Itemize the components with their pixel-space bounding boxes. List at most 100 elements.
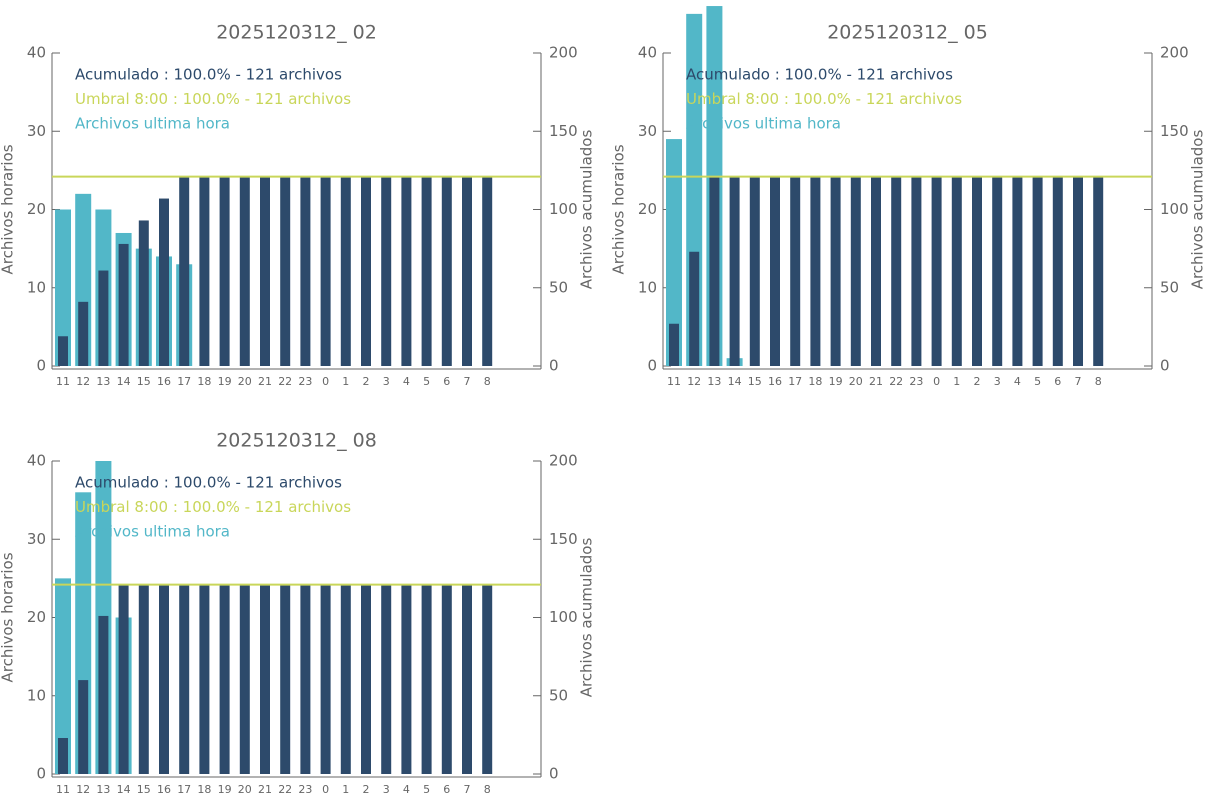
x-tick-label: 16 [157, 783, 171, 796]
y-tick-label: 30 [27, 530, 46, 548]
bar [441, 584, 452, 774]
y2-axis-label: Archivos acumulados [1189, 130, 1206, 290]
x-tick-label: 22 [889, 375, 903, 388]
x-tick-label: 4 [1014, 375, 1021, 388]
y-axis-label: Archivos horarios [610, 144, 628, 274]
y-tick-label: 30 [638, 122, 657, 140]
bar [239, 176, 250, 366]
x-tick-label: 21 [258, 375, 272, 388]
legend-entry: Acumulado : 100.0% - 121 archivos [686, 66, 953, 84]
bar [179, 584, 190, 774]
y2-tick-label: 200 [549, 44, 578, 62]
bar [219, 584, 230, 774]
x-tick-label: 15 [748, 375, 762, 388]
bar [78, 301, 89, 366]
x-tick-label: 18 [197, 375, 211, 388]
y2-tick-label: 50 [1160, 278, 1179, 296]
x-tick-label: 17 [788, 375, 802, 388]
bar [441, 176, 452, 366]
x-tick-label: 20 [238, 783, 252, 796]
x-tick-label: 20 [849, 375, 863, 388]
x-tick-label: 11 [56, 783, 70, 796]
bar [300, 584, 311, 774]
bar [199, 584, 210, 774]
y-tick-label: 0 [36, 765, 46, 783]
bar [78, 680, 89, 774]
bar [850, 176, 861, 366]
bar [462, 584, 472, 774]
legend-entry: Umbral 8:00 : 100.0% - 121 archivos [75, 498, 351, 516]
legend-entry: Archivos ultima hora [75, 523, 230, 541]
bar [179, 176, 190, 366]
x-tick-label: 3 [383, 375, 390, 388]
x-tick-label: 19 [218, 375, 232, 388]
y2-tick-label: 100 [549, 200, 578, 218]
legend-entry: Umbral 8:00 : 100.0% - 121 archivos [686, 90, 962, 108]
bar [1032, 176, 1043, 366]
bar [260, 176, 270, 366]
x-tick-label: 4 [403, 783, 410, 796]
bar [972, 176, 982, 366]
x-tick-label: 11 [56, 375, 70, 388]
bar [709, 176, 720, 366]
x-tick-label: 7 [464, 783, 471, 796]
y-tick-label: 10 [27, 686, 46, 704]
bar [810, 176, 821, 366]
bar [118, 584, 129, 774]
x-tick-label: 7 [1075, 375, 1082, 388]
x-tick-label: 3 [383, 783, 390, 796]
bar [300, 176, 311, 366]
x-tick-label: 8 [484, 783, 491, 796]
x-tick-label: 22 [278, 375, 292, 388]
bar [58, 738, 68, 774]
y-tick-label: 0 [36, 357, 46, 375]
bar [482, 176, 493, 366]
y-tick-label: 20 [638, 200, 657, 218]
y2-tick-label: 100 [549, 608, 578, 626]
bar [1012, 176, 1023, 366]
bar [98, 270, 109, 366]
bar [401, 176, 412, 366]
y-tick-label: 40 [27, 44, 46, 62]
x-tick-label: 6 [443, 783, 450, 796]
bar [138, 220, 149, 366]
y2-axis-label: Archivos acumulados [578, 130, 596, 290]
y-tick-label: 0 [647, 357, 657, 375]
y-tick-label: 20 [27, 608, 46, 626]
bar [280, 176, 291, 366]
y2-tick-label: 150 [1160, 122, 1189, 140]
x-tick-label: 22 [278, 783, 292, 796]
x-tick-label: 2 [363, 375, 370, 388]
bar [340, 176, 351, 366]
x-tick-label: 0 [933, 375, 940, 388]
bar [361, 176, 371, 366]
x-tick-label: 12 [76, 375, 90, 388]
bar [280, 584, 291, 774]
legend-entry: Acumulado : 100.0% - 121 archivos [75, 474, 342, 492]
bar [790, 176, 801, 366]
bar [749, 176, 760, 366]
x-tick-label: 1 [342, 375, 349, 388]
x-tick-label: 13 [96, 783, 110, 796]
x-tick-label: 23 [909, 375, 923, 388]
bar [58, 336, 68, 366]
bar [98, 615, 109, 774]
x-tick-label: 5 [1034, 375, 1041, 388]
y2-tick-label: 0 [549, 357, 559, 375]
x-tick-label: 23 [298, 783, 312, 796]
bar [219, 176, 230, 366]
x-tick-label: 18 [197, 783, 211, 796]
bar [669, 323, 679, 366]
x-tick-label: 15 [137, 375, 151, 388]
bar [55, 209, 71, 366]
bar [320, 176, 331, 366]
bar [381, 176, 392, 366]
y-tick-label: 20 [27, 200, 46, 218]
y2-tick-label: 50 [549, 278, 568, 296]
y2-tick-label: 50 [549, 686, 568, 704]
x-tick-label: 14 [117, 375, 131, 388]
bar [911, 176, 922, 366]
x-tick-label: 1 [342, 783, 349, 796]
x-tick-label: 18 [808, 375, 822, 388]
